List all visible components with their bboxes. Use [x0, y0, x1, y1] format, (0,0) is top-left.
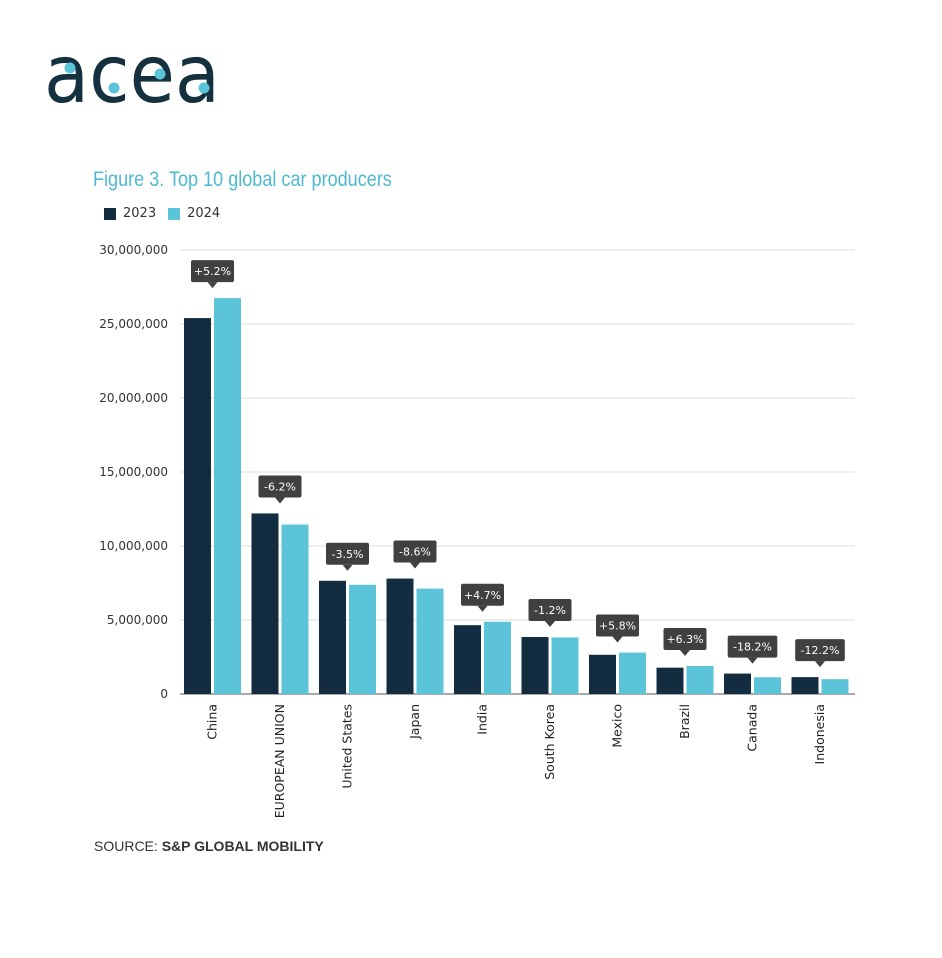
y-tick-label: 10,000,000: [99, 539, 168, 553]
legend-item-2023: 2023: [104, 206, 156, 221]
callout-box: [528, 599, 572, 622]
chart-title: Figure 3. Top 10 global car producers: [93, 168, 392, 191]
logo-text: acea: [44, 40, 220, 120]
bar-2023: [184, 318, 211, 694]
callout-pointer: [545, 621, 555, 628]
callout-box: [663, 628, 707, 651]
source-name: S&P GLOBAL MOBILITY: [161, 838, 324, 854]
callout-label: +6.3%: [666, 633, 703, 646]
callout-label: -8.6%: [399, 546, 431, 559]
callout-label: -1.2%: [534, 604, 566, 617]
bar-2024: [349, 584, 376, 694]
bar-2024: [686, 666, 714, 694]
bar-2023: [319, 580, 346, 694]
logo-dot: [198, 82, 210, 94]
y-tick-label: 25,000,000: [99, 317, 168, 331]
x-category-label: Japan: [407, 704, 422, 740]
acea-logo: acea: [44, 40, 220, 120]
callout-pointer: [275, 497, 285, 504]
bar-2023: [251, 513, 279, 694]
x-category-label: China: [205, 704, 220, 740]
bar-2024: [281, 524, 309, 694]
bar-2024: [821, 679, 849, 694]
x-category-label: Indonesia: [812, 704, 827, 764]
bar-2024: [551, 637, 579, 694]
bar-2023: [521, 637, 549, 694]
legend-item-2024: 2024: [168, 206, 220, 221]
callout-pointer: [410, 562, 420, 569]
bar-2023: [791, 677, 819, 694]
logo-dot: [154, 68, 166, 80]
bar-2024: [619, 652, 646, 694]
callout-pointer: [207, 282, 218, 289]
y-tick-label: 0: [160, 687, 168, 701]
bar-2023: [386, 578, 414, 694]
callout-box: [326, 542, 369, 565]
callout-box: [596, 614, 639, 637]
callout-label: +5.8%: [599, 620, 636, 633]
bar-2023: [589, 654, 616, 694]
bar-chart: 0 5,000,000 10,000,000 15,000,000 20,000,000…: [99, 243, 855, 818]
callout-box: [191, 260, 234, 283]
callout-box: [393, 540, 437, 563]
logo-dot: [64, 62, 76, 74]
x-category-label: Brazil: [677, 704, 692, 739]
legend-label-2023: 2023: [123, 206, 157, 221]
callout-pointer: [612, 636, 623, 643]
y-tick-label: 5,000,000: [107, 613, 168, 627]
callout-box: [258, 475, 302, 498]
callout-pointer: [815, 661, 825, 668]
y-tick-label: 15,000,000: [99, 465, 168, 479]
source-note: SOURCE: S&P GLOBAL MOBILITY: [94, 838, 324, 854]
bar-2023: [454, 625, 481, 694]
callout-label: +5.2%: [194, 265, 231, 278]
x-category-label: India: [475, 704, 490, 735]
callout-pointer: [477, 605, 488, 612]
bar-2024: [214, 298, 241, 694]
callout-pointer: [680, 650, 690, 657]
source-prefix: SOURCE:: [94, 838, 162, 854]
callout-box: [795, 639, 845, 662]
legend-swatch-2023: [104, 207, 116, 220]
x-category-label: Canada: [745, 704, 760, 752]
bar-2024: [416, 588, 444, 694]
callout-label: -12.2%: [801, 644, 840, 657]
callout-box: [461, 583, 504, 606]
bar-2023: [724, 673, 751, 694]
callout-label: -6.2%: [264, 480, 296, 493]
callout-label: +4.7%: [464, 589, 501, 602]
x-category-label: EUROPEAN UNION: [272, 704, 287, 818]
y-tick-label: 30,000,000: [99, 243, 168, 257]
callout-pointer: [747, 657, 758, 664]
x-category-label: Mexico: [610, 704, 625, 748]
x-category-label: United States: [340, 704, 355, 789]
callout-label: -3.5%: [332, 548, 364, 561]
callout-label: -18.2%: [733, 641, 772, 654]
bar-2024: [754, 677, 781, 694]
bar-2024: [484, 621, 511, 694]
callout-box: [727, 635, 778, 658]
bar-2023: [656, 667, 684, 694]
logo-dot: [108, 82, 120, 94]
legend-label-2024: 2024: [187, 206, 221, 221]
chart-legend: 2023 2024: [104, 206, 232, 221]
legend-swatch-2024: [168, 207, 181, 220]
y-tick-label: 20,000,000: [99, 391, 168, 405]
callout-pointer: [342, 564, 353, 571]
x-category-label: South Korea: [542, 704, 557, 780]
